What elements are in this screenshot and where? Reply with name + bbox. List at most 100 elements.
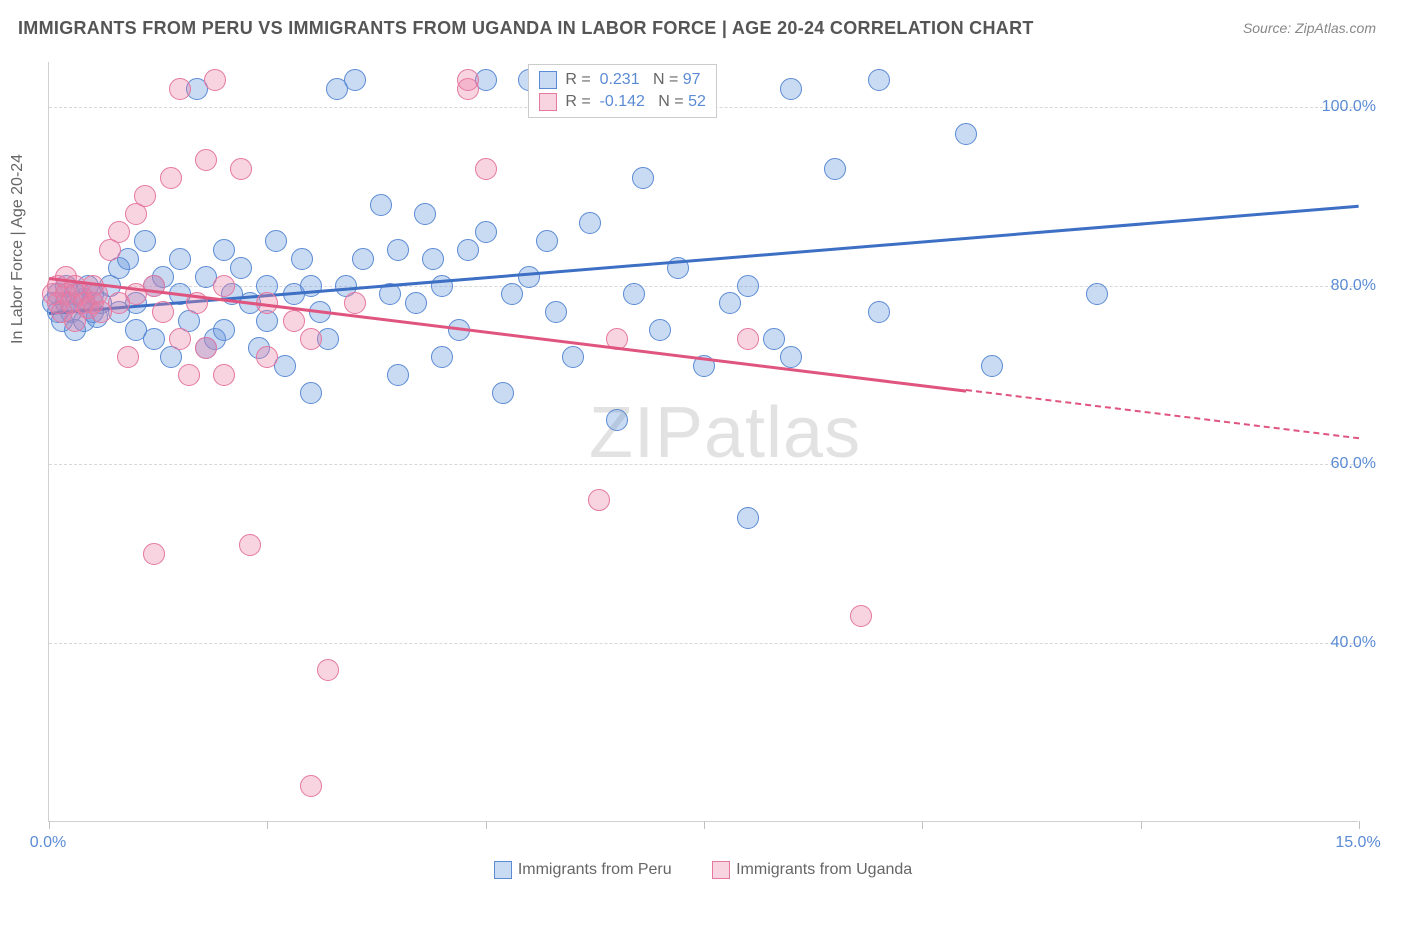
data-point (405, 292, 427, 314)
data-point (134, 230, 156, 252)
legend-label-uganda: Immigrants from Uganda (736, 861, 912, 879)
data-point (737, 275, 759, 297)
data-point (501, 283, 523, 305)
data-point (562, 346, 584, 368)
data-point (422, 248, 444, 270)
data-point (230, 158, 252, 180)
data-point (370, 194, 392, 216)
legend-stat-row: R = -0.142 N = 52 (539, 91, 706, 113)
data-point (204, 69, 226, 91)
swatch-icon (539, 71, 557, 89)
data-point (868, 69, 890, 91)
data-point (169, 78, 191, 100)
data-point (737, 328, 759, 350)
data-point (213, 239, 235, 261)
data-point (387, 239, 409, 261)
data-point (719, 292, 741, 314)
data-point (780, 346, 802, 368)
data-point (579, 212, 601, 234)
data-point (1086, 283, 1108, 305)
data-point (239, 534, 261, 556)
data-point (545, 301, 567, 323)
y-tick-label: 40.0% (1331, 634, 1376, 652)
gridline (49, 643, 1358, 644)
data-point (134, 185, 156, 207)
data-point (536, 230, 558, 252)
data-point (780, 78, 802, 100)
data-point (152, 301, 174, 323)
data-point (300, 775, 322, 797)
legend-item-uganda: Immigrants from Uganda (712, 861, 912, 879)
watermark: ZIPatlas (589, 392, 861, 474)
legend-stats: R = 0.231 N = 97 R = -0.142 N = 52 (528, 64, 717, 118)
y-tick-label: 60.0% (1331, 455, 1376, 473)
legend-bottom: Immigrants from Peru Immigrants from Uga… (0, 861, 1406, 884)
data-point (518, 266, 540, 288)
x-tick-label: 0.0% (30, 834, 66, 926)
data-point (824, 158, 846, 180)
data-point (606, 409, 628, 431)
data-point (265, 230, 287, 252)
data-point (955, 123, 977, 145)
data-point (195, 149, 217, 171)
swatch-icon (539, 93, 557, 111)
trend-line (966, 389, 1359, 439)
chart-title: IMMIGRANTS FROM PERU VS IMMIGRANTS FROM … (18, 18, 1034, 39)
legend-item-peru: Immigrants from Peru (494, 861, 672, 879)
data-point (737, 507, 759, 529)
data-point (169, 248, 191, 270)
data-point (169, 328, 191, 350)
x-tick (922, 821, 923, 829)
data-point (178, 364, 200, 386)
data-point (213, 319, 235, 341)
data-point (431, 275, 453, 297)
data-point (344, 69, 366, 91)
data-point (291, 248, 313, 270)
data-point (431, 346, 453, 368)
data-point (344, 292, 366, 314)
legend-label-peru: Immigrants from Peru (518, 861, 672, 879)
data-point (256, 346, 278, 368)
swatch-peru-icon (494, 861, 512, 879)
data-point (763, 328, 785, 350)
y-axis-label: In Labor Force | Age 20-24 (9, 154, 27, 344)
x-tick (49, 821, 50, 829)
x-tick (1359, 821, 1360, 829)
gridline (49, 286, 1358, 287)
data-point (143, 543, 165, 565)
source-label: Source: ZipAtlas.com (1243, 20, 1376, 36)
chart-container: IMMIGRANTS FROM PERU VS IMMIGRANTS FROM … (0, 0, 1406, 892)
data-point (143, 328, 165, 350)
x-tick (704, 821, 705, 829)
legend-stat-row: R = 0.231 N = 97 (539, 69, 706, 91)
data-point (981, 355, 1003, 377)
y-tick-label: 80.0% (1331, 277, 1376, 295)
data-point (414, 203, 436, 225)
legend-stat-text: R = 0.231 N = 97 (565, 71, 700, 89)
data-point (117, 346, 139, 368)
data-point (352, 248, 374, 270)
data-point (475, 221, 497, 243)
legend-stat-text: R = -0.142 N = 52 (565, 93, 706, 111)
data-point (387, 364, 409, 386)
data-point (850, 605, 872, 627)
data-point (300, 382, 322, 404)
x-tick-label: 15.0% (1335, 834, 1380, 926)
data-point (317, 659, 339, 681)
plot-area: ZIPatlas (48, 62, 1358, 822)
data-point (213, 275, 235, 297)
data-point (213, 364, 235, 386)
data-point (475, 158, 497, 180)
x-tick (486, 821, 487, 829)
x-tick (1141, 821, 1142, 829)
data-point (649, 319, 671, 341)
data-point (108, 221, 130, 243)
data-point (588, 489, 610, 511)
data-point (623, 283, 645, 305)
data-point (300, 328, 322, 350)
data-point (230, 257, 252, 279)
data-point (457, 69, 479, 91)
y-tick-label: 100.0% (1322, 98, 1376, 116)
data-point (195, 337, 217, 359)
swatch-uganda-icon (712, 861, 730, 879)
